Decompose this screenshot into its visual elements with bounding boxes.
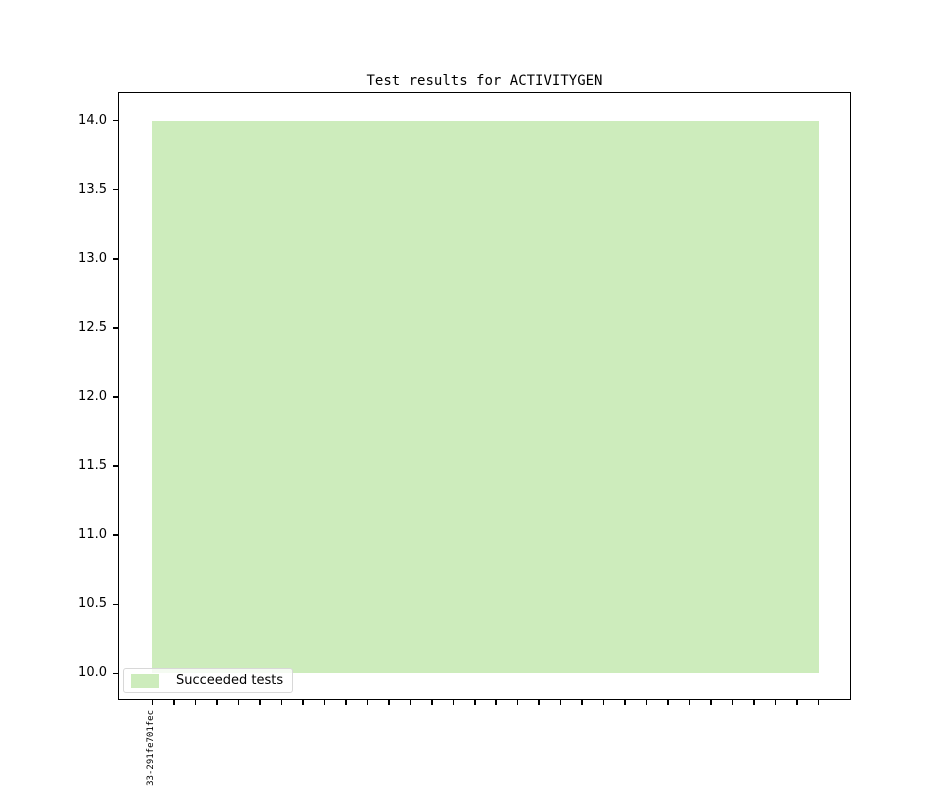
x-axis-tick: [559, 700, 562, 705]
x-tick-label: 33-291fe701fec: [146, 710, 156, 786]
legend-label: Succeeded tests: [176, 673, 284, 688]
x-axis-tick: [194, 700, 197, 705]
y-axis-tick: [113, 188, 118, 191]
y-axis-tick: [113, 119, 118, 122]
x-axis-tick: [731, 700, 734, 705]
succeeded-tests-area: [152, 120, 819, 674]
x-axis-tick: [602, 700, 605, 705]
x-axis-tick: [624, 700, 626, 705]
y-axis-tick: [113, 327, 118, 329]
legend: Succeeded tests: [123, 668, 294, 693]
x-axis-tick: [796, 700, 798, 705]
chart-title: Test results for ACTIVITYGEN: [366, 73, 603, 89]
x-axis-tick: [753, 700, 755, 705]
y-tick-label: 12.0: [78, 389, 107, 404]
y-axis-tick: [113, 672, 118, 675]
x-axis-tick: [710, 700, 712, 705]
x-axis-tick: [280, 700, 283, 705]
x-axis-tick: [216, 700, 218, 705]
y-axis-tick: [113, 465, 118, 467]
y-axis-tick: [113, 258, 118, 260]
y-tick-label: 10.0: [78, 665, 107, 681]
y-axis-tick: [113, 396, 118, 398]
x-axis-tick: [495, 700, 497, 705]
x-axis-tick: [366, 700, 369, 705]
x-axis-tick: [431, 700, 433, 705]
x-axis-tick: [516, 700, 519, 705]
x-axis-tick: [538, 700, 540, 705]
y-axis-tick: [113, 603, 118, 606]
x-axis-tick: [388, 700, 390, 705]
x-axis-tick: [173, 700, 175, 705]
x-axis-tick: [345, 700, 347, 705]
y-tick-label: 12.5: [78, 319, 107, 335]
x-axis-tick: [409, 700, 411, 705]
x-axis-tick: [259, 700, 261, 705]
y-tick-label: 11.5: [78, 458, 107, 474]
x-axis-tick: [302, 700, 304, 705]
x-axis-tick: [474, 700, 476, 705]
x-axis-tick: [323, 700, 326, 705]
x-axis-tick: [817, 700, 820, 705]
x-axis-tick: [581, 700, 583, 705]
x-axis-tick: [645, 700, 648, 705]
x-axis-tick: [151, 700, 154, 705]
y-tick-label: 11.0: [78, 527, 107, 543]
x-axis-tick: [452, 700, 454, 705]
y-tick-label: 10.5: [78, 596, 107, 612]
plot-area: 14.0 13.5 13.0 12.5 12.0 11.5 11.0 10.5 10.0: [78, 92, 851, 705]
x-axis-tick: [667, 700, 669, 705]
y-tick-label: 14.0: [78, 112, 107, 128]
x-axis-tick: [237, 700, 240, 705]
legend-swatch: [131, 673, 159, 688]
x-axis-tick: [688, 700, 691, 705]
y-tick-label: 13.5: [78, 181, 107, 197]
y-axis-tick: [113, 534, 118, 536]
y-tick-label: 13.0: [78, 250, 107, 266]
x-axis-tick: [774, 700, 777, 705]
